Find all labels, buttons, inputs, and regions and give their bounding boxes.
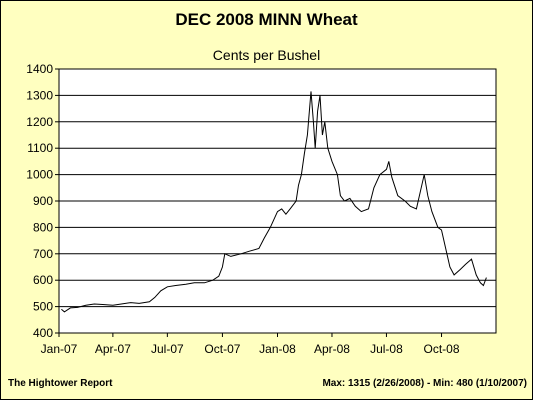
chart-title: DEC 2008 MINN Wheat (175, 10, 358, 29)
y-tick-label: 1200 (26, 115, 53, 129)
y-tick-label: 400 (33, 326, 53, 340)
x-tick-label: Oct-08 (424, 342, 460, 356)
x-tick-label: Jul-08 (370, 342, 403, 356)
x-tick-label: Jan-08 (259, 342, 296, 356)
y-tick-label: 1100 (27, 141, 53, 155)
x-axis: Jan-07 Apr-07 Jul-07 Oct-07 Jan-08 Apr-08 Jul-… (41, 333, 460, 356)
y-tick-label: 1000 (26, 168, 53, 182)
y-tick-label: 800 (33, 220, 53, 234)
series-line (61, 91, 487, 313)
chart-subtitle: Cents per Bushel (212, 47, 321, 63)
stats-label: Max: 1315 (2/26/2008) - Min: 480 (1/10/2… (322, 378, 527, 389)
x-tick-label: Apr-08 (314, 342, 350, 356)
x-tick-label: Apr-07 (95, 342, 131, 356)
x-tick-label: Jan-07 (41, 342, 78, 356)
x-tick-label: Jul-07 (151, 342, 184, 356)
y-tick-label: 1300 (26, 88, 53, 102)
y-axis: 400 500 600 700 800 900 1000 1100 1200 1300 1400 (26, 62, 59, 340)
y-tick-label: 1400 (26, 62, 53, 76)
gridlines (59, 94, 496, 308)
y-tick-label: 500 (33, 300, 53, 314)
y-tick-label: 900 (33, 194, 53, 208)
y-tick-label: 700 (33, 247, 53, 261)
source-label: The Hightower Report (8, 378, 113, 389)
x-tick-label: Oct-07 (204, 342, 240, 356)
y-tick-label: 600 (33, 273, 53, 287)
